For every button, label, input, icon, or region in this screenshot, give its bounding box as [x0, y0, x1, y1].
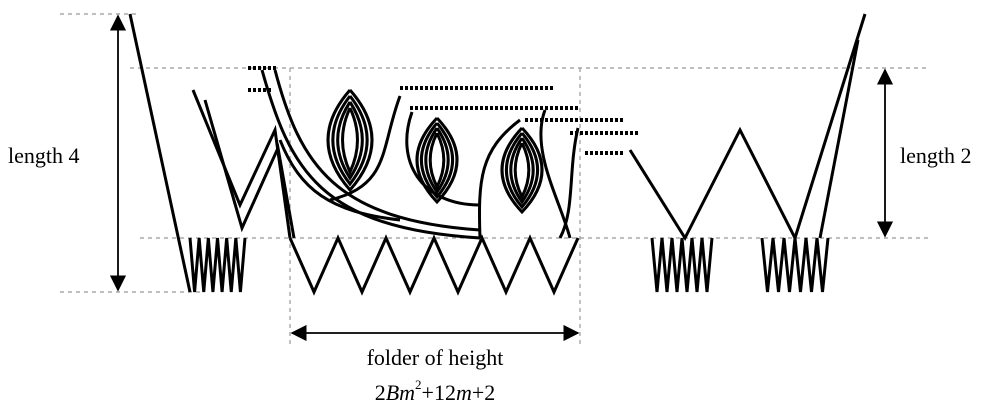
leaf-loop: [331, 95, 369, 187]
leaf-loop: [428, 132, 446, 191]
formula-part: B: [386, 380, 399, 405]
gadget-shapes: [128, 13, 867, 296]
leaf-loop: [513, 142, 531, 201]
leaf-loop: [419, 122, 455, 200]
length-2-label: length 2: [900, 143, 972, 168]
leaf-loop: [424, 127, 450, 195]
leaf-loop: [415, 116, 459, 205]
formula-part: m: [399, 380, 415, 405]
leaf-loop: [341, 107, 359, 176]
guide-lines: [60, 13, 930, 345]
folder-label: folder of height: [367, 345, 504, 370]
leaf-loop: [326, 89, 374, 193]
arrows: [109, 14, 894, 342]
formula-part: 2: [415, 377, 422, 392]
leaf-loop: [500, 126, 544, 215]
formula-part: +2: [472, 380, 495, 405]
formula-part: 2: [375, 380, 386, 405]
leaf-loop: [336, 101, 364, 181]
leaf-loop: [509, 137, 535, 205]
formula: 2Bm2+12m+2: [375, 377, 496, 405]
length-4-label: length 4: [8, 143, 80, 168]
formula-part: m: [456, 380, 472, 405]
formula-part: +12: [422, 380, 456, 405]
leaf-loop: [504, 132, 540, 210]
